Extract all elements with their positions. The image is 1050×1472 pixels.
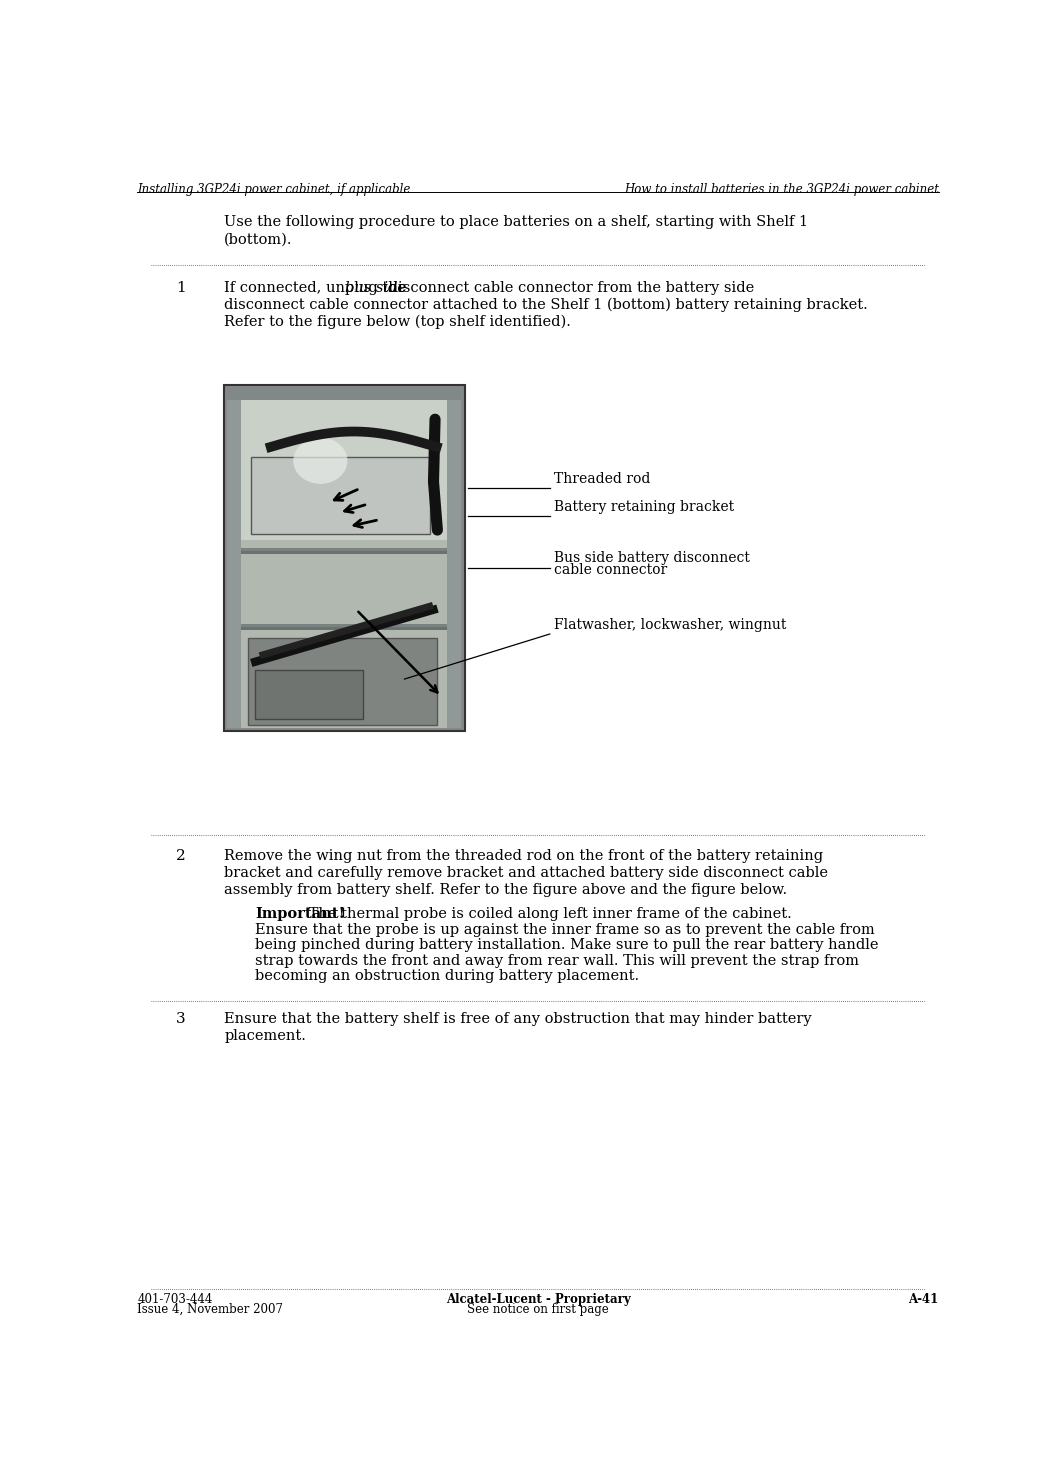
- Text: Threaded rod: Threaded rod: [553, 473, 650, 486]
- Text: 3: 3: [176, 1013, 186, 1026]
- Text: Bus side battery disconnect: Bus side battery disconnect: [553, 551, 750, 565]
- Bar: [225, 384, 464, 732]
- Text: assembly from battery shelf. Refer to the figure above and the figure below.: assembly from battery shelf. Refer to th…: [225, 883, 788, 896]
- Bar: [447, 387, 461, 729]
- Bar: [242, 548, 447, 553]
- Text: cable connector: cable connector: [553, 564, 667, 577]
- Bar: [228, 387, 242, 729]
- Bar: [228, 387, 461, 400]
- Text: Ensure that the battery shelf is free of any obstruction that may hinder battery: Ensure that the battery shelf is free of…: [225, 1013, 812, 1026]
- Bar: [255, 670, 363, 718]
- Bar: [228, 387, 461, 729]
- Text: disconnect cable connector from the battery side: disconnect cable connector from the batt…: [384, 281, 754, 294]
- Text: Installing 3GP24i power cabinet, if applicable: Installing 3GP24i power cabinet, if appl…: [138, 183, 411, 196]
- Bar: [251, 458, 429, 533]
- Text: 401-703-444: 401-703-444: [138, 1292, 213, 1306]
- Bar: [242, 551, 447, 553]
- Text: Battery retaining bracket: Battery retaining bracket: [553, 500, 734, 514]
- Text: 1: 1: [176, 281, 186, 294]
- Text: 2: 2: [176, 849, 186, 863]
- Text: The thermal probe is coiled along left inner frame of the cabinet.: The thermal probe is coiled along left i…: [303, 907, 792, 921]
- Text: Remove the wing nut from the threaded rod on the front of the battery retaining: Remove the wing nut from the threaded ro…: [225, 849, 823, 863]
- Text: How to install batteries in the 3GP24i power cabinet: How to install batteries in the 3GP24i p…: [624, 183, 939, 196]
- Text: See notice on first page: See notice on first page: [467, 1303, 609, 1316]
- Text: disconnect cable connector attached to the Shelf 1 (bottom) battery retaining br: disconnect cable connector attached to t…: [225, 297, 868, 312]
- Text: Refer to the figure below (top shelf identified).: Refer to the figure below (top shelf ide…: [225, 315, 571, 328]
- Bar: [228, 394, 461, 540]
- Text: Ensure that the probe is up against the inner frame so as to prevent the cable f: Ensure that the probe is up against the …: [255, 923, 875, 936]
- Text: (bottom).: (bottom).: [225, 233, 293, 247]
- Text: If connected, unplug the: If connected, unplug the: [225, 281, 412, 294]
- Bar: [242, 624, 447, 630]
- Text: Alcatel-Lucent - Proprietary: Alcatel-Lucent - Proprietary: [446, 1292, 630, 1306]
- Text: Important!: Important!: [255, 907, 345, 921]
- Bar: [248, 639, 438, 724]
- Text: placement.: placement.: [225, 1029, 307, 1044]
- Text: bracket and carefully remove bracket and attached battery side disconnect cable: bracket and carefully remove bracket and…: [225, 866, 828, 880]
- Text: Use the following procedure to place batteries on a shelf, starting with Shelf 1: Use the following procedure to place bat…: [225, 215, 808, 230]
- Ellipse shape: [293, 437, 348, 484]
- Text: Issue 4, November 2007: Issue 4, November 2007: [138, 1303, 284, 1316]
- Text: bus side: bus side: [345, 281, 406, 294]
- Bar: [242, 627, 447, 630]
- Text: A-41: A-41: [908, 1292, 939, 1306]
- Text: being pinched during battery installation. Make sure to pull the rear battery ha: being pinched during battery installatio…: [255, 938, 879, 952]
- Text: strap towards the front and away from rear wall. This will prevent the strap fro: strap towards the front and away from re…: [255, 954, 859, 967]
- Text: Flatwasher, lockwasher, wingnut: Flatwasher, lockwasher, wingnut: [553, 618, 786, 631]
- Text: becoming an obstruction during battery placement.: becoming an obstruction during battery p…: [255, 969, 639, 983]
